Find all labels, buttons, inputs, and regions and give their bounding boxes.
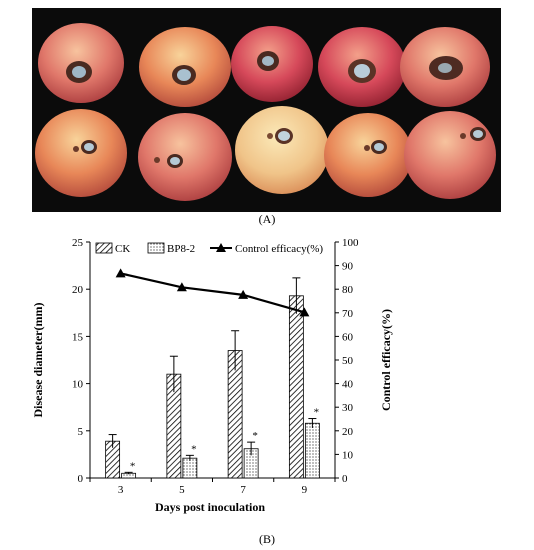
disease-chart: 0 5 10 15 20 25 0 10 20 30 40 50 60 70 80 90 100 3 5 7 9 * * * *… [31,237,393,514]
x-tick-label: 3 [118,484,124,496]
apple-bottom-5 [404,111,496,199]
panel-a-label: (A) [258,212,276,226]
x-tick-label: 5 [179,484,185,496]
y2-axis-label: Control efficacy(%) [379,309,393,411]
legend-label-ck: CK [115,243,130,255]
apples-photo [32,8,501,212]
y2-tick-label: 0 [342,473,348,485]
bar-bp8-2 [304,422,320,479]
efficacy-point [238,289,249,299]
significance-mark: * [130,460,136,472]
y2-tick-label: 40 [342,379,354,391]
y-tick-label: 15 [72,331,84,343]
y-tick-label: 20 [72,284,84,296]
y-tick-label: 0 [78,473,84,485]
efficacy-line [120,272,305,314]
apple-top-5 [400,27,490,107]
y2-tick-label: 90 [342,261,354,273]
y2-tick-label: 80 [342,284,354,296]
y2-tick-label: 20 [342,426,354,438]
y2-tick-label: 100 [342,237,359,249]
y2-tick-label: 30 [342,402,354,414]
bar-ck [288,295,304,479]
y2-tick-label: 10 [342,449,354,461]
legend-label-bp8-2: BP8-2 [167,243,195,255]
efficacy-point [115,268,126,278]
significance-mark: * [314,407,320,419]
significance-mark: * [252,430,258,442]
significance-mark: * [191,443,197,455]
panel-b-label: (B) [259,532,275,546]
y-axis-label: Disease diameter(mm) [31,303,45,418]
efficacy-point [176,282,187,292]
x-tick-label: 7 [240,484,246,496]
apple-top-1 [38,23,124,103]
apple-bottom-3 [235,106,329,194]
y-tick-label: 5 [78,426,84,438]
y2-tick-label: 60 [342,331,354,343]
apple-bottom-4 [324,113,412,197]
apple-bottom-2 [138,113,232,201]
legend-label-efficacy: Control efficacy(%) [235,243,323,255]
apple-bottom-1 [35,109,127,197]
apple-top-4 [318,27,406,107]
x-tick-label: 9 [302,484,308,496]
legend-swatch-triangle [216,243,226,252]
efficacy-point [299,307,310,317]
plot-area: 0 5 10 15 20 25 0 10 20 30 40 50 60 70 80 90 100 3 5 7 9 * * * *… [72,237,359,496]
y-tick-label: 25 [72,237,84,249]
apple-top-3 [231,26,313,102]
legend-swatch-ck [95,242,113,254]
y-tick-label: 10 [72,379,84,391]
y2-tick-label: 70 [342,308,354,320]
x-axis-label: Days post inoculation [155,500,265,514]
y2-tick-label: 50 [342,355,354,367]
apple-top-2 [139,27,231,107]
bar-bp8-2 [182,457,198,479]
legend-swatch-bp8-2 [147,242,165,254]
